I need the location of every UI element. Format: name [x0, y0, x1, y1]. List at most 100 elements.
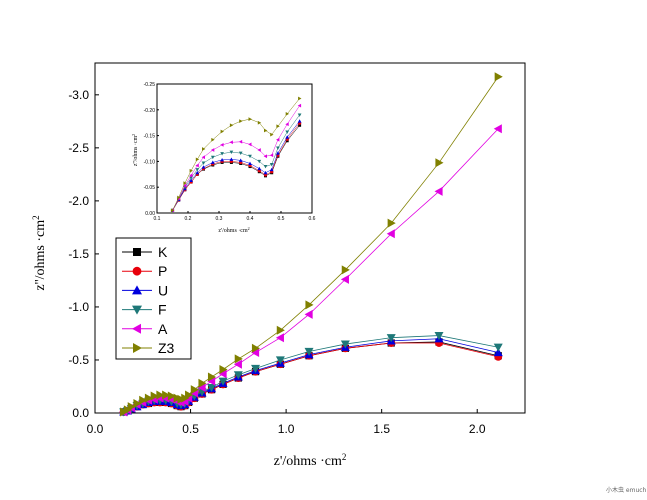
inset-series-line-p	[172, 123, 300, 211]
inset-point-f	[285, 130, 290, 134]
point-a	[207, 376, 216, 386]
point-a	[197, 383, 206, 393]
inset-point-f	[297, 113, 302, 117]
inset-point-a	[248, 142, 252, 147]
inset-point-a	[238, 139, 243, 144]
point-z3	[207, 372, 217, 382]
x-tick-label: 0.5	[182, 422, 199, 436]
watermark: 小木虫 emuch.net	[606, 486, 647, 494]
inset-point-u	[195, 170, 200, 175]
inset-point-z3	[285, 112, 290, 116]
legend-label-f: F	[158, 302, 167, 318]
legend-label-k: K	[158, 244, 168, 260]
inset-point-u	[297, 119, 302, 123]
point-a	[251, 348, 260, 358]
inset-point-f	[220, 152, 224, 156]
point-z3	[234, 354, 243, 364]
inset-point-a	[285, 122, 289, 127]
inset-point-a	[183, 183, 187, 188]
inset-point-u	[201, 165, 206, 169]
inset-point-f	[195, 168, 200, 172]
inset-point-a	[210, 148, 215, 152]
inset-point-z3	[211, 137, 215, 142]
point-a	[493, 124, 502, 134]
inset-point-a	[257, 148, 261, 152]
inset-point-f	[248, 154, 252, 159]
inset-x-tick-label: 0.5	[278, 216, 285, 222]
legend-marker-p	[132, 266, 142, 276]
y-tick-label: -0.5	[68, 353, 89, 367]
inset-axes-box	[156, 83, 313, 214]
inset-series-line-k	[172, 125, 300, 211]
point-f	[340, 340, 350, 349]
inset-point-f	[269, 162, 274, 167]
inset-point-a	[269, 153, 274, 158]
inset-point-z3	[183, 181, 187, 185]
inset-point-f	[276, 146, 280, 150]
point-z3	[305, 300, 314, 310]
inset-plot: 0.1 0.2 0.3 0.4 0.5 0.6 0.00 -0.05 -0.10 -0.15 -0.…	[131, 82, 316, 234]
inset-point-z3	[177, 195, 181, 200]
inset-series-p	[170, 121, 302, 213]
inset-point-z3	[264, 128, 268, 133]
inset-point-u	[248, 161, 252, 165]
inset-plot-frame	[156, 83, 313, 214]
inset-y-tick-label: -0.25	[144, 82, 156, 88]
inset-point-a	[229, 140, 233, 145]
point-z3	[185, 390, 194, 400]
legend-label-u: U	[158, 282, 168, 298]
point-a	[304, 309, 313, 319]
axes-box	[94, 62, 526, 414]
series-z3	[120, 72, 503, 417]
point-z3	[150, 391, 159, 401]
inset-point-z3	[220, 129, 224, 134]
inset-point-f	[201, 161, 206, 165]
inset-point-a	[276, 137, 280, 142]
inset-point-f	[257, 159, 262, 164]
y-tick-label: 0.0	[72, 406, 89, 420]
inset-x-tick-label: 0.2	[185, 216, 192, 222]
point-a	[434, 186, 443, 196]
inset-point-z3	[195, 157, 200, 162]
inset-y-axis-label: z''/ohms ·cm2	[131, 134, 139, 166]
inset-point-f	[210, 155, 215, 160]
y-tick-label: -3.0	[68, 88, 89, 102]
inset-point-u	[238, 158, 243, 162]
x-tick-label: 1.5	[373, 422, 390, 436]
legend-item-u: U	[122, 282, 168, 298]
inset-point-a	[263, 154, 267, 159]
x-tick-label: 1.0	[278, 422, 295, 436]
inset-point-z3	[189, 168, 193, 173]
inset-point-z3	[202, 147, 206, 151]
point-f	[304, 347, 314, 356]
point-z3	[139, 395, 148, 405]
main-series-group	[119, 72, 503, 417]
inset-y-tick-label: -0.05	[144, 185, 156, 191]
inset-series-line-a	[172, 105, 300, 211]
legend-item-p: P	[122, 263, 167, 279]
inset-point-z3	[171, 208, 175, 213]
inset-x-tick-label: 0.6	[309, 216, 316, 222]
inset-point-u	[189, 178, 193, 182]
point-f	[493, 343, 503, 352]
inset-axis-ticks: 0.1 0.2 0.3 0.4 0.5 0.6 0.00 -0.05 -0.10 -0.15 -0.…	[144, 82, 316, 222]
y-tick-label: -2.0	[68, 194, 89, 208]
legend-item-f: F	[122, 302, 167, 318]
inset-y-tick-label: -0.10	[144, 159, 156, 165]
inset-point-k	[298, 123, 302, 127]
point-a	[218, 369, 227, 379]
point-z3	[387, 218, 396, 228]
inset-series-group	[170, 96, 302, 213]
inset-x-tick-label: 0.1	[154, 216, 161, 222]
main-axis-ticks: 0.0 0.5 1.0 1.5 2.0 0.0 -0.5 -1.0 -1.5 -2.0 -2.5 -3…	[68, 88, 486, 436]
legend-marker-f	[132, 305, 142, 315]
point-z3	[133, 398, 142, 408]
y-axis-label: z''/ohms ·cm2	[31, 215, 48, 290]
inset-point-f	[229, 150, 234, 154]
y-tick-label: -2.5	[68, 141, 89, 155]
x-axis-label: z'/ohms ·cm2	[274, 452, 347, 469]
point-a	[386, 229, 395, 239]
point-z3	[156, 390, 165, 400]
point-a	[233, 359, 242, 369]
